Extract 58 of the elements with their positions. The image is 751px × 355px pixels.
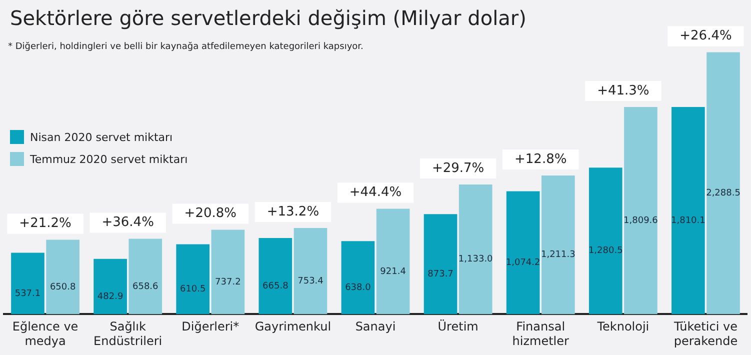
- data-label: 921.4: [380, 266, 406, 277]
- legend-label: Nisan 2020 servet miktarı: [30, 130, 173, 144]
- bar: [506, 191, 540, 314]
- data-label: 1,280.5: [588, 246, 623, 256]
- annotation: +26.4%: [680, 28, 732, 44]
- annotation: +12.8%: [514, 152, 567, 167]
- bar: [376, 208, 410, 314]
- annotation: +20.8%: [184, 206, 236, 222]
- x-tick-label: Tüketici ve perakende: [672, 320, 738, 348]
- data-label: 1,074.2: [506, 258, 540, 268]
- data-label: 873.7: [428, 270, 454, 280]
- bar: [588, 168, 622, 314]
- data-label: 638.0: [345, 283, 372, 294]
- data-label: 658.6: [132, 282, 159, 292]
- legend-label: Temmuz 2020 servet miktarı: [30, 152, 188, 166]
- data-label: 482.9: [97, 292, 124, 302]
- data-label: 1,133.0: [458, 254, 494, 265]
- data-label: 753.4: [298, 276, 324, 286]
- data-label: 650.8: [50, 282, 76, 292]
- x-tick-label: Sağlık Endüstrileri: [94, 320, 162, 348]
- annotation: +44.4%: [349, 185, 402, 200]
- bar: [11, 252, 44, 314]
- bar: [46, 240, 80, 314]
- annotation: +36.4%: [102, 215, 154, 230]
- bar: [624, 107, 658, 314]
- bar: [341, 241, 375, 314]
- bar: [541, 176, 575, 314]
- data-label: 537.1: [14, 288, 41, 299]
- annotation: +41.3%: [597, 83, 650, 98]
- annotation: +29.7%: [432, 160, 484, 176]
- data-label: 665.8: [262, 281, 289, 292]
- x-tick-label: Teknoloji: [596, 320, 650, 334]
- chart-subtitle: * Diğerleri, holdingleri ve belli bir kaynağa atfedilemeyen kategorileri kapsıyor.: [8, 42, 364, 52]
- data-label: 1,809.6: [624, 216, 658, 226]
- bar: [128, 238, 162, 314]
- bar: [176, 244, 210, 314]
- x-tick-label: Finansal hizmetler: [512, 320, 570, 348]
- x-tick-label: Eğlence ve medya: [12, 320, 78, 348]
- annotation: +21.2%: [19, 216, 72, 232]
- bar: [94, 258, 127, 314]
- bar: [424, 214, 458, 314]
- bar: [294, 228, 328, 314]
- data-label: 2,288.5: [706, 188, 740, 199]
- data-label: 737.2: [215, 277, 241, 288]
- bar: [706, 52, 740, 314]
- data-label: 1,211.3: [540, 250, 576, 260]
- x-tick-label: Üretim: [438, 320, 478, 334]
- data-label: 610.5: [180, 284, 206, 295]
- x-tick-label: Sanayi: [355, 320, 396, 334]
- x-tick-label: Diğerleri*: [182, 320, 240, 334]
- x-tick-label: Gayrimenkul: [254, 320, 332, 334]
- chart-title: Sektörlere göre servetlerdeki değişim (Milyar dolar): [10, 6, 526, 30]
- bar: [672, 106, 705, 314]
- bar: [211, 230, 245, 314]
- annotation: +13.2%: [266, 204, 320, 220]
- data-label: 1,810.1: [671, 216, 706, 226]
- bar: [258, 238, 292, 314]
- bar: [458, 184, 492, 314]
